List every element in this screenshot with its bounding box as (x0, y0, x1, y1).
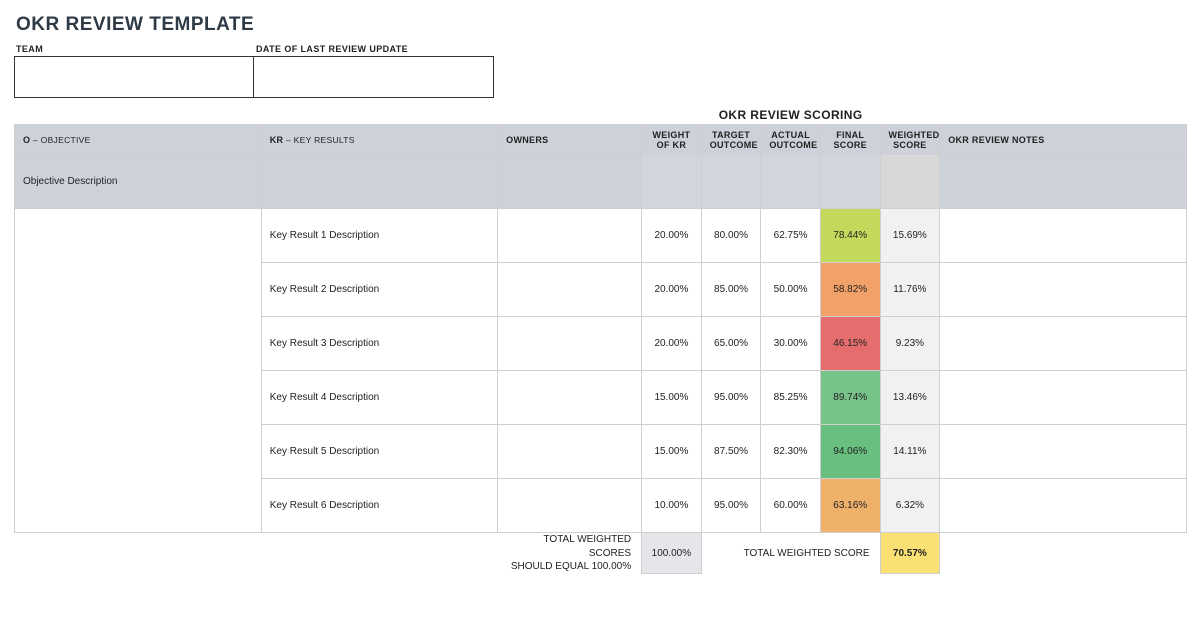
footer-row: TOTAL WEIGHTED SCORES SHOULD EQUAL 100.0… (15, 533, 1187, 574)
kr-weighted-score: 14.11% (880, 425, 940, 479)
col-target: TARGET OUTCOME (701, 125, 761, 155)
kr-notes[interactable] (940, 425, 1187, 479)
date-label: DATE OF LAST REVIEW UPDATE (256, 44, 494, 54)
kr-owners[interactable] (498, 209, 642, 263)
kr-owners[interactable] (498, 425, 642, 479)
kr-actual[interactable]: 50.00% (761, 263, 821, 317)
total-weighted-value: 70.57% (880, 533, 940, 574)
kr-row: Key Result 1 Description 20.00%80.00%62.7… (15, 209, 1187, 263)
kr-actual[interactable]: 82.30% (761, 425, 821, 479)
kr-objective-spacer (15, 263, 262, 317)
objective-notes-cell (940, 155, 1187, 209)
objective-kr-cell (261, 155, 497, 209)
col-kr: KR – KEY RESULTS (261, 125, 497, 155)
kr-weight[interactable]: 20.00% (642, 263, 702, 317)
kr-objective-spacer (15, 371, 262, 425)
kr-weight[interactable]: 15.00% (642, 425, 702, 479)
col-final: FINAL SCORE (820, 125, 880, 155)
kr-row: Key Result 6 Description 10.00%95.00%60.0… (15, 479, 1187, 533)
kr-weighted-score: 15.69% (880, 209, 940, 263)
objective-final-cell (820, 155, 880, 209)
kr-weight[interactable]: 20.00% (642, 317, 702, 371)
kr-weight[interactable]: 10.00% (642, 479, 702, 533)
kr-objective-spacer (15, 317, 262, 371)
col-actual: ACTUAL OUTCOME (761, 125, 821, 155)
kr-label[interactable]: Key Result 5 Description (261, 425, 497, 479)
total-weighted-label: TOTAL WEIGHTED SCORE (701, 533, 880, 574)
kr-notes[interactable] (940, 317, 1187, 371)
kr-label[interactable]: Key Result 6 Description (261, 479, 497, 533)
objective-target-cell (701, 155, 761, 209)
col-owners: OWNERS (498, 125, 642, 155)
kr-owners[interactable] (498, 317, 642, 371)
kr-label[interactable]: Key Result 4 Description (261, 371, 497, 425)
kr-notes[interactable] (940, 371, 1187, 425)
kr-notes[interactable] (940, 263, 1187, 317)
kr-final-score: 63.16% (820, 479, 880, 533)
kr-objective-spacer (15, 425, 262, 479)
section-heading: OKR REVIEW SCORING (650, 108, 932, 122)
kr-target[interactable]: 65.00% (701, 317, 761, 371)
date-input[interactable] (254, 56, 494, 98)
kr-notes[interactable] (940, 479, 1187, 533)
kr-owners[interactable] (498, 371, 642, 425)
kr-actual[interactable]: 30.00% (761, 317, 821, 371)
kr-weighted-score: 6.32% (880, 479, 940, 533)
kr-objective-spacer (15, 479, 262, 533)
col-weight: WEIGHT OF KR (642, 125, 702, 155)
kr-weighted-score: 13.46% (880, 371, 940, 425)
kr-target[interactable]: 85.00% (701, 263, 761, 317)
section-heading-row: OKR REVIEW SCORING (15, 108, 1187, 125)
objective-row: Objective Description (15, 155, 1187, 209)
kr-row: Key Result 4 Description 15.00%95.00%85.2… (15, 371, 1187, 425)
kr-row: Key Result 5 Description 15.00%87.50%82.3… (15, 425, 1187, 479)
kr-notes[interactable] (940, 209, 1187, 263)
kr-target[interactable]: 95.00% (701, 479, 761, 533)
weights-total-value: 100.00% (642, 533, 702, 574)
weights-total-label: TOTAL WEIGHTED SCORES SHOULD EQUAL 100.0… (498, 533, 642, 574)
kr-label[interactable]: Key Result 1 Description (261, 209, 497, 263)
kr-target[interactable]: 80.00% (701, 209, 761, 263)
page-title: OKR REVIEW TEMPLATE (16, 14, 1187, 36)
okr-table: OKR REVIEW SCORING O – OBJECTIVE KR – KE… (14, 108, 1187, 574)
kr-row: Key Result 3 Description 20.00%65.00%30.0… (15, 317, 1187, 371)
kr-final-score: 78.44% (820, 209, 880, 263)
kr-actual[interactable]: 60.00% (761, 479, 821, 533)
team-label: TEAM (16, 44, 254, 54)
date-block: DATE OF LAST REVIEW UPDATE (254, 44, 494, 98)
kr-actual[interactable]: 62.75% (761, 209, 821, 263)
kr-target[interactable]: 95.00% (701, 371, 761, 425)
kr-weight[interactable]: 20.00% (642, 209, 702, 263)
kr-final-score: 58.82% (820, 263, 880, 317)
col-weighted: WEIGHTED SCORE (880, 125, 940, 155)
kr-owners[interactable] (498, 479, 642, 533)
kr-weighted-score: 11.76% (880, 263, 940, 317)
kr-actual[interactable]: 85.25% (761, 371, 821, 425)
kr-weight[interactable]: 15.00% (642, 371, 702, 425)
kr-owners[interactable] (498, 263, 642, 317)
kr-weighted-score: 9.23% (880, 317, 940, 371)
col-objective: O – OBJECTIVE (15, 125, 262, 155)
team-block: TEAM (14, 44, 254, 98)
objective-weighted-cell (880, 155, 940, 209)
kr-label[interactable]: Key Result 2 Description (261, 263, 497, 317)
objective-description[interactable]: Objective Description (15, 155, 262, 209)
kr-label[interactable]: Key Result 3 Description (261, 317, 497, 371)
col-notes: OKR REVIEW NOTES (940, 125, 1187, 155)
objective-owners-cell (498, 155, 642, 209)
kr-final-score: 89.74% (820, 371, 880, 425)
kr-objective-spacer (15, 209, 262, 263)
kr-final-score: 46.15% (820, 317, 880, 371)
team-input[interactable] (14, 56, 254, 98)
kr-target[interactable]: 87.50% (701, 425, 761, 479)
header-row: O – OBJECTIVE KR – KEY RESULTS OWNERS WE… (15, 125, 1187, 155)
meta-row: TEAM DATE OF LAST REVIEW UPDATE (14, 44, 1187, 98)
kr-row: Key Result 2 Description 20.00%85.00%50.0… (15, 263, 1187, 317)
kr-final-score: 94.06% (820, 425, 880, 479)
objective-actual-cell (761, 155, 821, 209)
objective-weight-cell (642, 155, 702, 209)
